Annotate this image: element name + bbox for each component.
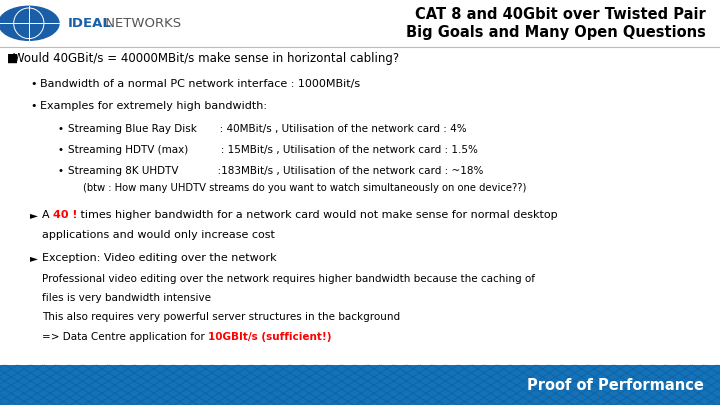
Text: ►: ► [30,211,38,220]
Text: times higher bandwidth for a network card would not make sense for normal deskto: times higher bandwidth for a network car… [77,211,558,220]
Text: •: • [58,124,63,134]
Text: Professional video editing over the network requires higher bandwidth because th: Professional video editing over the netw… [42,274,535,284]
Text: applications and would only increase cost: applications and would only increase cos… [42,230,274,240]
Text: •: • [58,145,63,155]
Text: NETWORKS: NETWORKS [101,17,181,30]
Text: Proof of Performance: Proof of Performance [527,377,704,393]
Text: Bandwidth of a normal PC network interface : 1000MBit/s: Bandwidth of a normal PC network interfa… [40,79,360,89]
Text: Exception: Video editing over the network: Exception: Video editing over the networ… [42,254,276,263]
Text: (btw : How many UHDTV streams do you want to watch simultaneously on one device?: (btw : How many UHDTV streams do you wan… [83,183,526,193]
Text: Streaming 8K UHDTV            :183MBit/s , Utilisation of the network card : ~18: Streaming 8K UHDTV :183MBit/s , Utilisat… [68,166,484,176]
Text: This also requires very powerful server structures in the background: This also requires very powerful server … [42,312,400,322]
Text: 10GBIt/s (sufficient!): 10GBIt/s (sufficient!) [208,332,331,342]
FancyBboxPatch shape [0,0,720,47]
Text: CAT 8 and 40Gbit over Twisted Pair: CAT 8 and 40Gbit over Twisted Pair [415,7,706,22]
FancyBboxPatch shape [0,365,720,405]
Text: ►: ► [30,254,38,263]
Circle shape [0,6,59,40]
Text: IDEAL: IDEAL [68,17,112,30]
Text: ■: ■ [7,52,18,65]
Text: 40 !: 40 ! [53,211,77,220]
Text: Big Goals and Many Open Questions: Big Goals and Many Open Questions [406,25,706,40]
Text: Streaming HDTV (max)          : 15MBit/s , Utilisation of the network card : 1.5: Streaming HDTV (max) : 15MBit/s , Utilis… [68,145,478,155]
Text: A: A [42,211,53,220]
Text: Would 40GBit/s = 40000MBit/s make sense in horizontal cabling?: Would 40GBit/s = 40000MBit/s make sense … [13,52,399,65]
Text: •: • [30,101,37,111]
Text: files is very bandwidth intensive: files is very bandwidth intensive [42,293,211,303]
Text: Examples for extremely high bandwidth:: Examples for extremely high bandwidth: [40,101,266,111]
Text: •: • [30,79,37,89]
Text: Streaming Blue Ray Disk       : 40MBit/s , Utilisation of the network card : 4%: Streaming Blue Ray Disk : 40MBit/s , Uti… [68,124,467,134]
Text: •: • [58,166,63,176]
Text: => Data Centre application for: => Data Centre application for [42,332,208,342]
